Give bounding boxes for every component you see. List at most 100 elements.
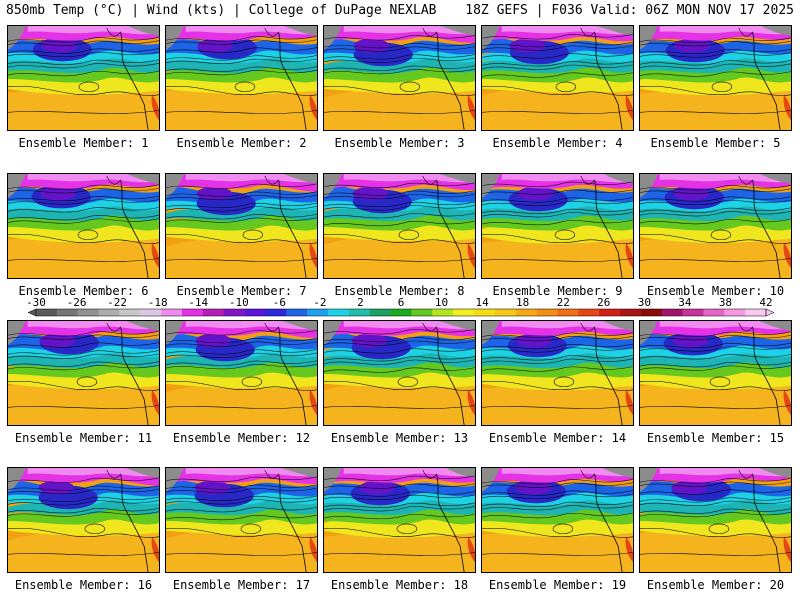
colorbar-swatch — [286, 309, 308, 316]
colorbar-tick-label: 38 — [719, 296, 732, 309]
colorbar-swatch — [703, 309, 725, 316]
colorbar-swatch — [390, 309, 412, 316]
colorbar-swatch — [557, 309, 579, 316]
colorbar-swatch — [307, 309, 329, 316]
ensemble-member-map — [481, 173, 634, 279]
colorbar-swatch — [223, 309, 245, 316]
colorbar-swatch — [244, 309, 266, 316]
colorbar-swatch — [36, 309, 58, 316]
ensemble-member-caption: Ensemble Member: 1 — [18, 136, 149, 150]
colorbar-tick-label: -26 — [67, 296, 87, 309]
ensemble-member-caption: Ensemble Member: 17 — [172, 578, 311, 592]
colorbar-swatch — [98, 309, 120, 316]
colorbar-swatch — [599, 309, 621, 316]
valid-time-label: 18Z GEFS | F036 Valid: 06Z MON NOV 17 20… — [465, 3, 794, 18]
ensemble-member-caption: Ensemble Member: 2 — [176, 136, 307, 150]
ensemble-member-caption: Ensemble Member: 18 — [330, 578, 469, 592]
colorbar-swatch — [265, 309, 287, 316]
ensemble-member-caption: Ensemble Member: 15 — [646, 431, 785, 445]
colorbar-tick-label: 22 — [557, 296, 570, 309]
colorbar-swatch — [432, 309, 454, 316]
colorbar-swatch — [56, 309, 79, 316]
ensemble-member-map — [481, 25, 634, 131]
ensemble-member-caption: Ensemble Member: 9 — [492, 284, 623, 298]
colorbar-tick-label: 42 — [759, 296, 772, 309]
colorbar-tick-label: -6 — [273, 296, 286, 309]
colorbar-tick-label: 6 — [398, 296, 405, 309]
ensemble-member-map — [323, 25, 476, 131]
ensemble-member-map — [7, 320, 160, 426]
colorbar-swatch — [453, 309, 475, 316]
colorbar-swatch — [140, 309, 162, 316]
colorbar-tick-label: 2 — [357, 296, 364, 309]
colorbar-swatch — [620, 309, 642, 316]
ensemble-member-caption: Ensemble Member: 8 — [334, 284, 465, 298]
colorbar-swatch — [119, 309, 141, 316]
ensemble-member-caption: Ensemble Member: 19 — [488, 578, 627, 592]
colorbar-tick-label: -18 — [148, 296, 168, 309]
chart-title: 850mb Temp (°C) | Wind (kts) | College o… — [6, 3, 437, 18]
colorbar-swatch — [182, 309, 204, 316]
ensemble-member-caption: Ensemble Member: 12 — [172, 431, 311, 445]
colorbar-tick-label: 10 — [435, 296, 448, 309]
ensemble-member-caption: Ensemble Member: 4 — [492, 136, 623, 150]
colorbar-swatch — [724, 309, 746, 316]
colorbar-swatch — [661, 309, 683, 316]
ensemble-member-caption: Ensemble Member: 16 — [14, 578, 153, 592]
ensemble-member-caption: Ensemble Member: 10 — [646, 284, 785, 298]
colorbar-tick-label: 30 — [638, 296, 651, 309]
ensemble-member-caption: Ensemble Member: 11 — [14, 431, 153, 445]
colorbar-swatch — [411, 309, 433, 316]
ensemble-member-caption: Ensemble Member: 5 — [650, 136, 781, 150]
colorbar-swatch — [369, 309, 391, 316]
ensemble-member-map — [165, 467, 318, 573]
ensemble-member-caption: Ensemble Member: 6 — [18, 284, 149, 298]
colorbar-swatch — [77, 309, 99, 316]
ensemble-member-map — [7, 25, 160, 131]
colorbar-tick-label: -10 — [229, 296, 249, 309]
ensemble-member-map — [323, 173, 476, 279]
colorbar-tick-label: -22 — [107, 296, 127, 309]
colorbar-swatch — [536, 309, 558, 316]
colorbar-tick-label: -30 — [26, 296, 46, 309]
colorbar-swatch — [474, 309, 496, 316]
ensemble-member-caption: Ensemble Member: 7 — [176, 284, 307, 298]
ensemble-member-caption: Ensemble Member: 14 — [488, 431, 627, 445]
colorbar-tick-label: 18 — [516, 296, 529, 309]
colorbar-arrow-low — [27, 308, 37, 317]
temperature-colorbar: -30 -26 -22 -18 -14 -10 -6 -2 2 6 10 14 18 22 26 30 34 38… — [0, 296, 800, 320]
colorbar-tick-label: -14 — [188, 296, 208, 309]
ensemble-member-map — [323, 320, 476, 426]
colorbar-swatch — [494, 309, 517, 316]
ensemble-member-map — [639, 25, 792, 131]
ensemble-member-map — [323, 467, 476, 573]
ensemble-member-map — [165, 25, 318, 131]
ensemble-member-map — [7, 467, 160, 573]
colorbar-arrow-high — [765, 308, 775, 317]
ensemble-member-map — [639, 467, 792, 573]
colorbar-swatch — [328, 309, 350, 316]
colorbar-swatch — [348, 309, 371, 316]
ensemble-member-map — [481, 467, 634, 573]
colorbar-tick-label: 14 — [475, 296, 489, 309]
colorbar-swatch — [745, 309, 767, 316]
colorbar-swatch — [640, 309, 663, 316]
colorbar-outline — [35, 308, 767, 317]
colorbar-swatch — [682, 309, 704, 316]
ensemble-member-map — [7, 173, 160, 279]
ensemble-member-map — [639, 173, 792, 279]
ensemble-member-caption: Ensemble Member: 13 — [330, 431, 469, 445]
colorbar-tick-label: 34 — [678, 296, 692, 309]
colorbar-swatch — [202, 309, 225, 316]
ensemble-member-map — [639, 320, 792, 426]
colorbar-tick-label: 26 — [597, 296, 610, 309]
colorbar-tick-label: -2 — [313, 296, 326, 309]
colorbar-swatch — [578, 309, 600, 316]
ensemble-member-map — [481, 320, 634, 426]
ensemble-member-map — [165, 320, 318, 426]
colorbar-swatch — [515, 309, 537, 316]
ensemble-member-caption: Ensemble Member: 20 — [646, 578, 785, 592]
ensemble-member-caption: Ensemble Member: 3 — [334, 136, 465, 150]
ensemble-member-map — [165, 173, 318, 279]
colorbar-swatch — [161, 309, 183, 316]
